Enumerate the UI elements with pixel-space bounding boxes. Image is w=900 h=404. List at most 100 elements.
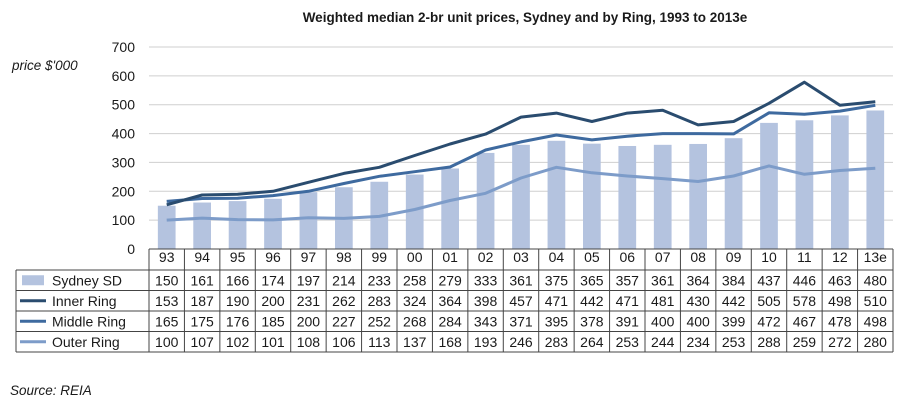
table-value: 471: [545, 293, 569, 309]
bar-sydney-sd: [831, 115, 849, 250]
table-value: 357: [616, 272, 640, 288]
bar-sydney-sd: [299, 192, 318, 249]
x-tick-label: 00: [407, 249, 423, 265]
table-value: 200: [261, 293, 285, 309]
table-value: 457: [509, 293, 533, 309]
x-tick-label: 02: [478, 249, 494, 265]
y-tick-label: 400: [112, 126, 136, 142]
table-value: 437: [757, 272, 781, 288]
bar-sydney-sd: [441, 168, 459, 249]
x-tick-label: 99: [371, 249, 387, 265]
line-middle-ring: [166, 103, 876, 203]
bar-sydney-sd: [760, 122, 778, 249]
table-value: 231: [297, 293, 321, 309]
table-value: 113: [368, 334, 391, 350]
table-value: 253: [722, 334, 746, 350]
x-tick-label: 98: [336, 249, 352, 265]
table-value: 279: [438, 272, 462, 288]
bar-sydney-sd: [866, 110, 885, 249]
table-value: 498: [864, 313, 888, 329]
x-tick-label: 13e: [864, 249, 888, 265]
y-tick-label: 0: [127, 241, 135, 257]
table-value: 478: [828, 313, 852, 329]
table-value: 283: [368, 293, 392, 309]
x-tick-label: 12: [832, 249, 848, 265]
y-tick-label: 200: [112, 183, 136, 199]
table-value: 284: [438, 313, 462, 329]
table-value: 166: [226, 272, 250, 288]
table-value: 214: [332, 272, 356, 288]
table-value: 107: [190, 334, 214, 350]
x-tick-label: 09: [726, 249, 742, 265]
bar-sydney-sd: [193, 202, 211, 249]
table-value: 481: [651, 293, 675, 309]
legend-key: [22, 275, 44, 286]
source-note: Source: REIA: [10, 383, 92, 398]
bar-sydney-sd: [512, 144, 530, 249]
table-value: 324: [403, 293, 427, 309]
line-outer-ring: [166, 164, 876, 222]
table-value: 272: [828, 334, 852, 350]
table-value: 364: [438, 293, 462, 309]
table-value: 288: [757, 334, 781, 350]
y-tick-label: 100: [112, 212, 136, 228]
table-value: 463: [828, 272, 852, 288]
table-value: 101: [261, 334, 285, 350]
legend-label: Outer Ring: [52, 334, 120, 350]
table-value: 375: [545, 272, 569, 288]
x-tick-label: 95: [230, 249, 246, 265]
table-value: 185: [261, 313, 285, 329]
table-value: 371: [509, 313, 533, 329]
y-tick-label: 700: [112, 39, 136, 55]
table-value: 442: [580, 293, 604, 309]
table-value: 361: [651, 272, 675, 288]
x-tick-label: 06: [619, 249, 635, 265]
table-value: 472: [757, 313, 781, 329]
bar-sydney-sd: [653, 144, 672, 249]
y-tick-label: 500: [112, 97, 136, 113]
table-value: 227: [332, 313, 356, 329]
table-value: 578: [793, 293, 817, 309]
table-value: 174: [261, 272, 285, 288]
table-value: 190: [226, 293, 250, 309]
table-value: 467: [793, 313, 817, 329]
table-value: 498: [828, 293, 852, 309]
table-value: 106: [332, 334, 356, 350]
line-inner-ring: [166, 80, 876, 207]
bar-sydney-sd: [583, 143, 601, 249]
table-value: 333: [474, 272, 498, 288]
table-value: 197: [297, 272, 321, 288]
table-value: 161: [190, 272, 214, 288]
y-tick-label: 600: [112, 68, 136, 84]
table-value: 253: [616, 334, 640, 350]
table-value: 400: [651, 313, 675, 329]
table-value: 252: [368, 313, 392, 329]
x-tick-label: 01: [442, 249, 458, 265]
table-value: 150: [155, 272, 179, 288]
table-value: 234: [686, 334, 710, 350]
x-tick-label: 04: [549, 249, 565, 265]
table-value: 400: [686, 313, 710, 329]
table-value: 364: [686, 272, 710, 288]
table-value: 187: [190, 293, 214, 309]
bar-sydney-sd: [724, 138, 743, 249]
table-value: 258: [403, 272, 427, 288]
bar-sydney-sd: [405, 174, 424, 249]
legend-label: Inner Ring: [52, 293, 117, 309]
table-value: 510: [864, 293, 888, 309]
table-value: 262: [332, 293, 356, 309]
x-tick-label: 08: [690, 249, 706, 265]
x-tick-label: 93: [159, 249, 175, 265]
table-value: 399: [722, 313, 746, 329]
table-value: 175: [190, 313, 214, 329]
chart-title: Weighted median 2-br unit prices, Sydney…: [302, 10, 748, 25]
table-value: 430: [686, 293, 710, 309]
y-tick-label: 300: [112, 154, 136, 170]
legend-label: Sydney SD: [52, 272, 122, 288]
table-value: 384: [722, 272, 746, 288]
table-value: 244: [651, 334, 675, 350]
table-value: 283: [545, 334, 569, 350]
table-value: 343: [474, 313, 498, 329]
table-value: 268: [403, 313, 427, 329]
bar-sydney-sd: [264, 198, 282, 249]
